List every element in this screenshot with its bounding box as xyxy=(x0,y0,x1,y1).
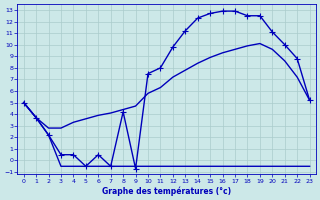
X-axis label: Graphe des températures (°c): Graphe des températures (°c) xyxy=(102,186,231,196)
